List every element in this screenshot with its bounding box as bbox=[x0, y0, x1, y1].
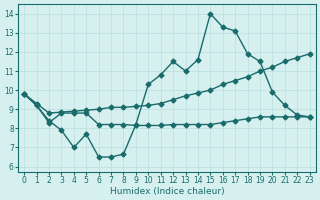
X-axis label: Humidex (Indice chaleur): Humidex (Indice chaleur) bbox=[109, 187, 224, 196]
